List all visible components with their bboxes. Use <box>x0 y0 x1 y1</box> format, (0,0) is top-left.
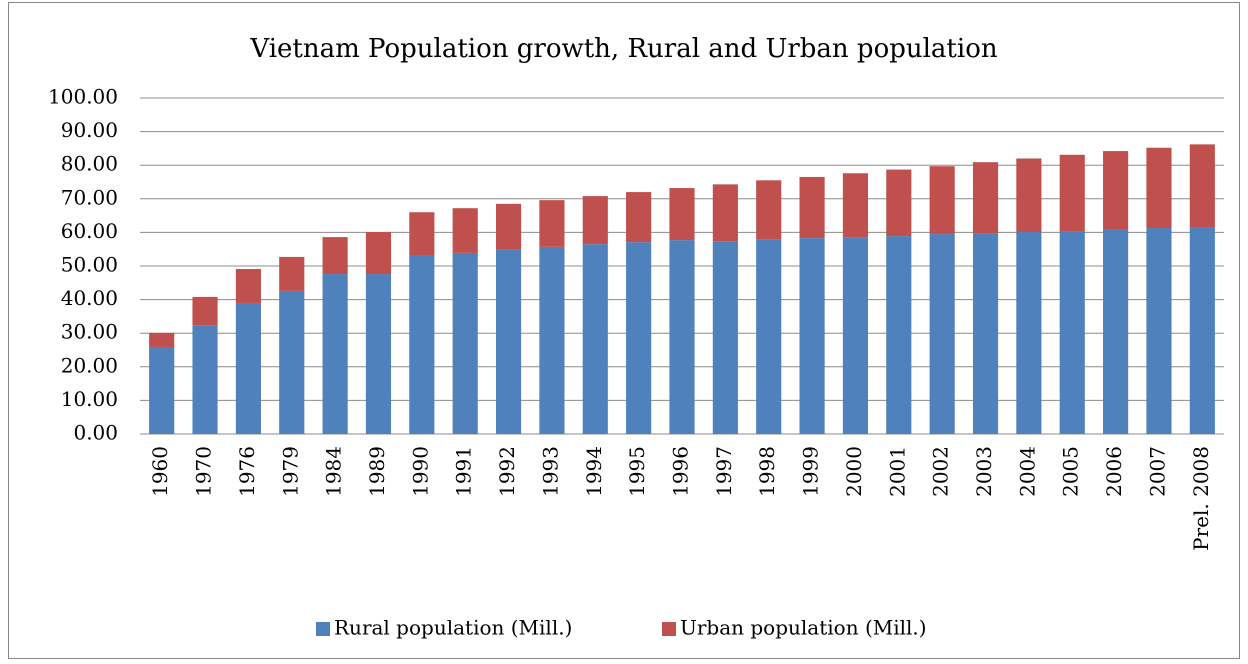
x-tick-label: 1984 <box>322 446 346 497</box>
bar-segment <box>886 236 912 434</box>
bar-segment <box>452 208 478 253</box>
bar-segment <box>1016 158 1042 233</box>
y-tick-label: 90.00 <box>61 118 118 142</box>
bar-segment <box>365 232 392 275</box>
bar-segment <box>322 237 348 275</box>
bar-segment <box>626 192 652 243</box>
x-tick-label: 1996 <box>669 446 693 497</box>
bar-segment <box>279 290 305 434</box>
bar-segment <box>1059 231 1085 434</box>
y-tick-label: 50.00 <box>61 253 118 277</box>
bar-segment <box>669 188 695 241</box>
x-tick-label: 2002 <box>929 446 953 497</box>
bar-segment <box>972 233 999 434</box>
bar-segment <box>1103 151 1129 230</box>
x-tick-label: 2000 <box>842 446 866 497</box>
x-tick-label: Prel. 2008 <box>1189 446 1213 551</box>
bar-segment <box>409 255 435 434</box>
x-tick-label: 2004 <box>1015 446 1039 497</box>
bar-segment <box>149 346 175 434</box>
chart-title: Vietnam Population growth, Rural and Urb… <box>249 34 997 64</box>
x-tick-label: 2006 <box>1102 446 1126 497</box>
x-tick-label: 2003 <box>972 446 996 497</box>
legend-label: Rural population (Mill.) <box>334 616 572 640</box>
x-tick-label: 1997 <box>712 446 736 497</box>
x-tick-label: 2001 <box>885 446 909 497</box>
legend-swatch <box>316 622 330 636</box>
bar-segment <box>582 196 608 245</box>
bar-segment <box>495 249 522 434</box>
bar-segment <box>756 180 782 240</box>
x-tick-label: 1976 <box>235 446 259 497</box>
bar-segment <box>712 241 738 434</box>
x-tick-label: 1994 <box>582 446 606 497</box>
chart-border <box>8 2 1240 659</box>
bar-segment <box>626 242 652 434</box>
x-tick-label: 1970 <box>192 446 216 497</box>
bar-segment <box>1103 229 1129 434</box>
y-tick-label: 80.00 <box>61 152 118 176</box>
x-tick-label: 1990 <box>408 446 432 497</box>
bar-segment <box>235 302 261 434</box>
bar-segment <box>582 244 608 434</box>
x-tick-label: 1999 <box>799 446 823 497</box>
bar-segment <box>365 274 392 434</box>
bar-segment <box>192 296 218 326</box>
bar-segment <box>235 269 261 303</box>
bar-segment <box>539 200 565 247</box>
bar-segment <box>929 166 955 235</box>
y-tick-label: 10.00 <box>61 387 118 411</box>
x-tick-label: 1992 <box>495 446 519 497</box>
bar-segment <box>452 252 478 434</box>
bar-segment <box>1189 227 1215 434</box>
bar-segment <box>1146 147 1172 229</box>
bar-segment <box>279 256 305 291</box>
y-tick-label: 40.00 <box>61 286 118 310</box>
y-tick-label: 20.00 <box>61 353 118 377</box>
x-tick-label: 1998 <box>755 446 779 497</box>
bar-segment <box>539 246 565 434</box>
bar-segment <box>842 173 869 238</box>
y-tick-label: 30.00 <box>61 320 118 344</box>
x-tick-label: 2007 <box>1145 446 1169 497</box>
bar-segment <box>756 239 782 434</box>
bar-segment <box>799 176 825 239</box>
bar-segment <box>409 212 435 256</box>
legend-label: Urban population (Mill.) <box>680 616 927 640</box>
y-tick-label: 60.00 <box>61 219 118 243</box>
x-tick-label: 1991 <box>452 446 476 497</box>
bar-segment <box>842 237 869 434</box>
bar-segment <box>972 162 999 234</box>
bar-segment <box>1189 144 1215 228</box>
y-tick-label: 0.00 <box>73 421 118 445</box>
bar-segment <box>669 240 695 434</box>
bar-segment <box>929 234 955 434</box>
x-tick-label: 1989 <box>365 446 389 497</box>
x-tick-label: 2005 <box>1059 446 1083 497</box>
bar-segment <box>322 274 348 434</box>
y-tick-label: 100.00 <box>48 85 118 109</box>
bar-segment <box>1146 228 1172 434</box>
bar-segment <box>799 238 825 434</box>
x-tick-label: 1993 <box>538 446 562 497</box>
x-tick-label: 1960 <box>148 446 172 497</box>
bar-segment <box>712 184 738 242</box>
bar-segment <box>1059 154 1085 232</box>
bar-segment <box>1016 232 1042 434</box>
bar-segment <box>192 325 218 434</box>
legend-swatch <box>662 622 676 636</box>
bar-segment <box>149 332 175 347</box>
x-tick-label: 1979 <box>278 446 302 497</box>
bar-segment <box>886 169 912 237</box>
bar-segment <box>495 203 522 250</box>
x-tick-label: 1995 <box>625 446 649 497</box>
y-tick-label: 70.00 <box>61 185 118 209</box>
